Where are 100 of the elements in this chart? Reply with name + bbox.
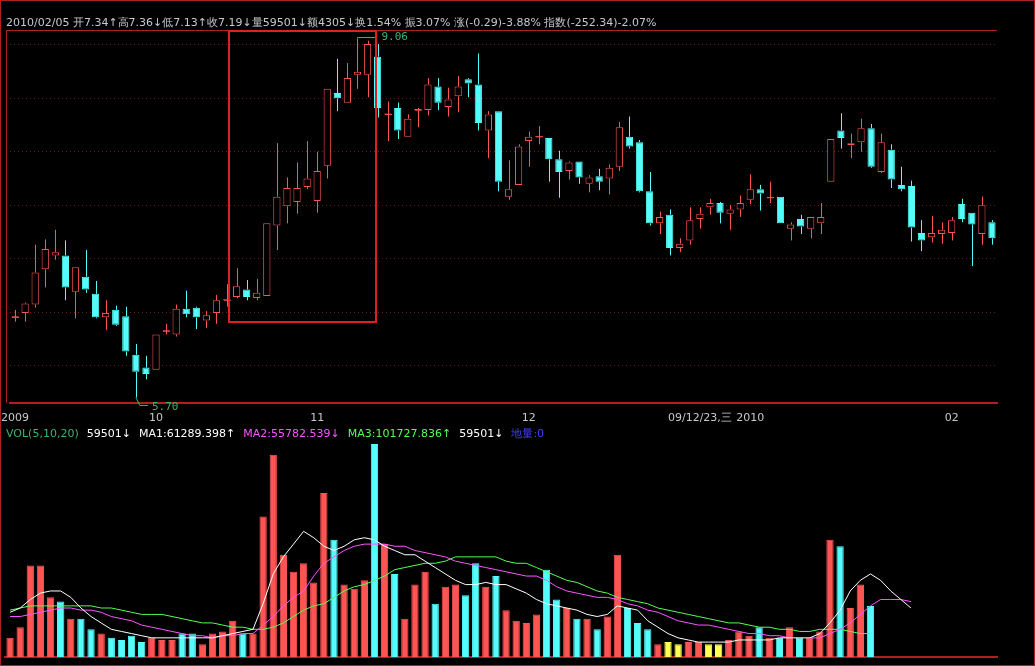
bar — [198, 644, 207, 657]
candlestick — [686, 206, 694, 246]
bar — [411, 584, 419, 657]
candlestick — [595, 168, 603, 191]
candlestick — [172, 304, 180, 338]
bar — [320, 492, 328, 657]
candlestick — [31, 244, 39, 309]
candlestick — [494, 111, 503, 192]
bar — [613, 554, 622, 657]
bar — [401, 618, 409, 657]
bar — [148, 637, 156, 657]
bar — [380, 544, 389, 657]
candlestick — [202, 310, 211, 329]
candlestick — [91, 280, 100, 318]
bar — [735, 631, 743, 657]
candlestick — [41, 238, 49, 288]
bar — [634, 622, 642, 657]
text: 59501↓ — [86, 427, 131, 441]
bar — [654, 644, 662, 657]
candlestick — [132, 343, 140, 398]
candlestick — [867, 123, 875, 167]
candlestick — [716, 203, 724, 224]
bar — [563, 608, 571, 657]
candlestick — [343, 62, 352, 103]
candlestick — [645, 171, 654, 226]
bar — [644, 629, 652, 657]
bar — [431, 603, 439, 657]
bar — [502, 610, 510, 657]
candlestick — [887, 143, 895, 189]
candlestick — [575, 161, 583, 185]
bar — [573, 618, 581, 657]
bar — [97, 633, 105, 657]
chart-subtitle: 2010/02/05 开7.34↑高7.36↓低7.13↑收7.19↓量59501↓额4305↓换1.54% 振3.07% 涨(-0.29)-3.88% 指数(-252.34)-2.07% — [6, 16, 657, 29]
candlestick — [142, 355, 150, 380]
bar — [279, 554, 288, 657]
candlestick — [988, 219, 996, 246]
candlestick — [635, 139, 644, 192]
bar — [117, 639, 126, 657]
bar — [603, 616, 611, 657]
bar — [168, 639, 176, 657]
candlestick — [293, 161, 301, 215]
candlestick — [837, 112, 845, 150]
candlestick — [212, 294, 221, 325]
candlestick — [786, 221, 795, 241]
candlestick — [283, 176, 291, 224]
bar — [340, 584, 348, 657]
text: MA1:61289.398↑ — [138, 427, 236, 441]
bar — [451, 584, 460, 657]
bar — [67, 618, 75, 657]
candlestick — [424, 77, 432, 116]
bar — [461, 595, 470, 657]
bar — [249, 633, 257, 657]
bar — [583, 618, 591, 657]
bar — [826, 539, 834, 657]
bar — [269, 454, 277, 657]
text: 地量:0 — [511, 427, 545, 441]
candlestick — [363, 40, 372, 98]
bar — [623, 608, 632, 657]
bar — [806, 637, 814, 657]
bar — [522, 622, 530, 657]
x-tick-label: 2010 — [736, 411, 765, 425]
bar — [745, 635, 753, 657]
bar — [593, 629, 601, 657]
candlestick — [313, 151, 321, 214]
bar — [553, 599, 561, 657]
bar — [127, 635, 136, 657]
bar — [289, 571, 298, 657]
bar — [421, 571, 429, 657]
bar — [26, 565, 34, 657]
bar — [87, 629, 95, 657]
bar — [472, 563, 480, 657]
bar — [836, 546, 844, 657]
bar — [684, 642, 692, 657]
bar — [492, 576, 500, 657]
x-tick-label: 09/12/23,三 — [667, 411, 732, 425]
bar — [360, 580, 368, 657]
candlestick — [555, 150, 563, 199]
text: 59501↓ — [459, 427, 504, 441]
candlestick — [122, 306, 130, 357]
candlestick — [978, 196, 986, 246]
bar — [441, 586, 449, 657]
x-tick-label: 10 — [149, 411, 164, 425]
bar — [795, 637, 804, 657]
bar — [310, 582, 318, 657]
candlestick — [726, 204, 734, 231]
candlestick — [877, 133, 885, 173]
bar — [158, 639, 166, 657]
candlestick — [514, 143, 523, 185]
x-tick-label: 02 — [944, 411, 959, 425]
bar — [350, 588, 358, 657]
bar — [856, 584, 864, 657]
bar — [532, 614, 541, 657]
bar — [775, 637, 784, 657]
candlestick — [948, 216, 956, 241]
bar — [218, 631, 227, 657]
annotation: 9.06 — [381, 30, 408, 44]
candlestick — [484, 110, 493, 159]
candlestick — [394, 102, 402, 140]
bar — [512, 620, 520, 657]
candlestick — [112, 305, 120, 325]
